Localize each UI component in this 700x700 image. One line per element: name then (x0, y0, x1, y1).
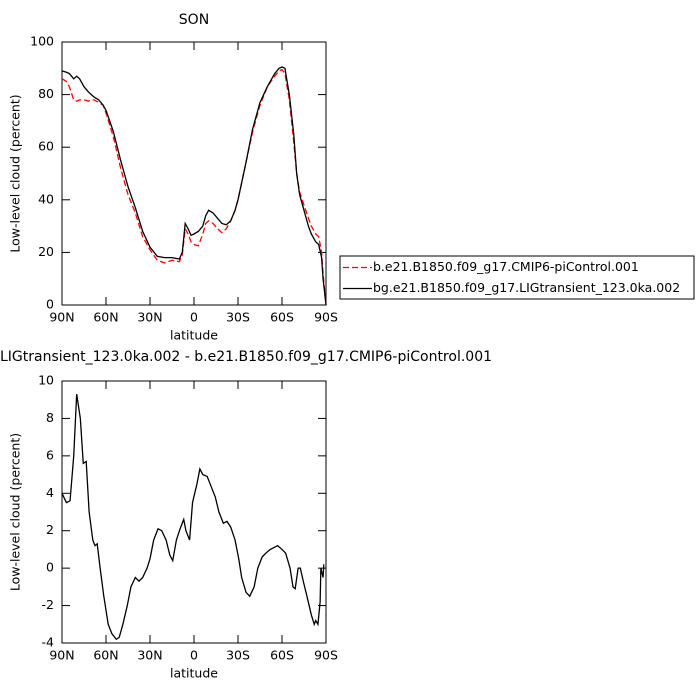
y-tick-label: 8 (46, 410, 54, 425)
plot-frame (61, 380, 327, 644)
y-tick-label: 2 (46, 522, 54, 537)
chart-title: SON (179, 12, 209, 28)
y-tick-label: 60 (38, 139, 54, 154)
x-tick-label: 30N (137, 648, 162, 663)
data-line (61, 68, 327, 306)
y-tick-label: 4 (46, 485, 54, 500)
x-tick-label: 60S (270, 310, 294, 325)
data-line (61, 394, 325, 641)
legend-box (339, 255, 695, 300)
x-tick-label: 60N (93, 648, 118, 663)
y-tick-label: 0 (46, 560, 54, 575)
x-tick-label: 0 (190, 648, 198, 663)
x-tick-label: 90S (314, 648, 338, 663)
x-tick-label: 60N (93, 310, 118, 325)
x-tick-label: 30S (226, 310, 250, 325)
x-tick-label: 30S (226, 648, 250, 663)
y-tick-label: 100 (30, 34, 54, 49)
y-tick-label: 40 (38, 191, 54, 206)
y-tick-label: -2 (42, 597, 54, 612)
x-tick-label: 60S (270, 648, 294, 663)
chart-title: LIGtransient_123.0ka.002 - b.e21.B1850.f… (0, 349, 492, 365)
x-tick-label: 30N (137, 310, 162, 325)
y-tick-label: 10 (38, 373, 54, 388)
y-tick-label: 80 (38, 86, 54, 101)
data-line (61, 66, 327, 306)
y-tick-label: 20 (38, 244, 54, 259)
x-axis-label: latitude (170, 666, 218, 681)
legend-label: bg.e21.B1850.f09_g17.LIGtransient_123.0k… (373, 280, 680, 295)
x-axis-label: latitude (170, 328, 218, 343)
y-axis-label: Low-level cloud (percent) (8, 94, 23, 252)
x-tick-label: 90S (314, 310, 338, 325)
y-tick-label: -4 (42, 635, 55, 650)
legend-label: b.e21.B1850.f09_g17.CMIP6-piControl.001 (373, 259, 639, 274)
y-tick-label: 0 (46, 297, 54, 312)
y-tick-label: 6 (46, 447, 54, 462)
x-tick-label: 0 (190, 310, 198, 325)
x-tick-label: 90N (49, 648, 74, 663)
plot-frame (61, 41, 327, 306)
x-tick-label: 90N (49, 310, 74, 325)
y-axis-label: Low-level cloud (percent) (8, 433, 23, 591)
